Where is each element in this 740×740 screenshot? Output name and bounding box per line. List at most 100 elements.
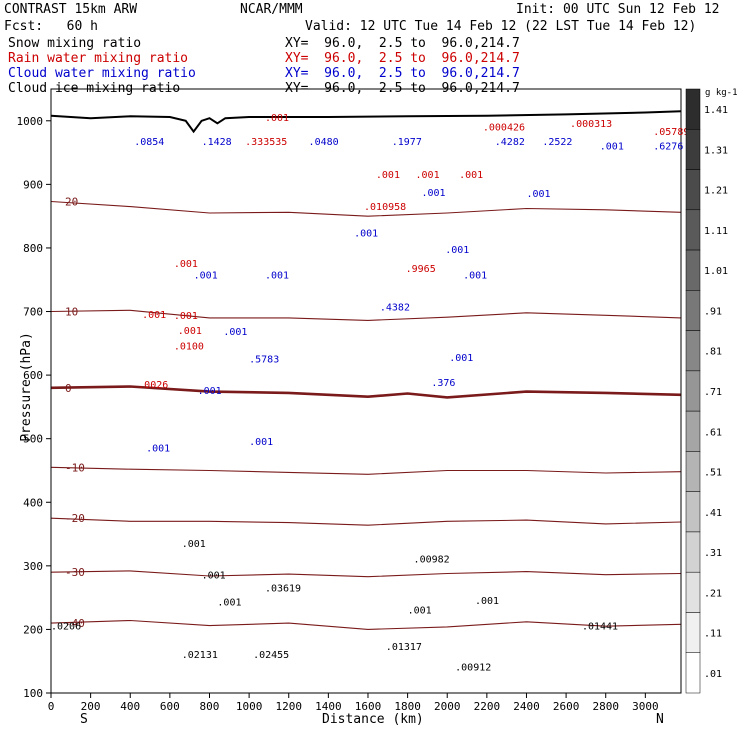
value-annotation-5: .0206 [51, 621, 81, 632]
org-label: NCAR/MMM [240, 2, 303, 17]
forecast-hour: Fcst: 60 h [4, 19, 98, 34]
x-tick-label-15: 3000 [632, 700, 659, 713]
isotherm-line-0 [51, 619, 681, 630]
y-tick-label-7: 800 [23, 242, 43, 255]
x-tick-label-14: 2800 [592, 700, 619, 713]
value-annotation-22: .001 [265, 270, 289, 281]
value-annotation-28: .001 [421, 188, 445, 199]
legend-label-rain: Rain water mixing ratio [8, 51, 189, 66]
colorbar-label-9: .51 [704, 468, 722, 479]
colorbar-label-3: 1.11 [704, 226, 728, 237]
x-tick-label-13: 2600 [553, 700, 580, 713]
colorbar-label-11: .31 [704, 548, 722, 559]
colorbar-label-5: .91 [704, 306, 722, 317]
value-annotation-24: .001 [354, 229, 378, 240]
legend-label-cloudice: Cloud ice mixing ratio [8, 81, 181, 96]
isotherm-label-5: 10 [65, 306, 78, 319]
x-tick-label-5: 1000 [236, 700, 263, 713]
colorbar-swatch-14 [685, 652, 701, 694]
x-tick-label-8: 1600 [355, 700, 382, 713]
value-annotation-layer: .02131 .02455 .01317 .00912 .01441 .0206 .001.… [51, 113, 689, 674]
value-annotation-0: .02131 [182, 650, 218, 661]
colorbar-label-14: .01 [704, 669, 722, 680]
valid-time: Valid: 12 UTC Tue 14 Feb 12 (22 LST Tue … [305, 19, 697, 34]
isotherm-label-1: -30 [65, 566, 85, 579]
x-end-label-right: N [656, 712, 664, 727]
value-annotation-41: .001 [174, 259, 198, 270]
value-annotation-26: .001 [526, 189, 550, 200]
colorbar-swatch-10 [685, 491, 701, 533]
value-annotation-44: .001 [376, 170, 400, 181]
y-tick-label-4: 500 [23, 433, 43, 446]
colorbar-label-2: 1.21 [704, 186, 728, 197]
y-tick-label-1: 200 [23, 623, 43, 636]
isotherm-line-3 [51, 466, 681, 475]
value-annotation-14: .001 [249, 437, 273, 448]
x-tick-label-7: 1400 [315, 700, 342, 713]
axes-layer: 0 200 400 600 800 1000 1200 1400 1600 1800 2000 220… [17, 115, 659, 713]
x-tick-label-0: 0 [48, 700, 55, 713]
value-annotation-46: .001 [459, 170, 483, 181]
value-annotation-45: .001 [416, 170, 440, 181]
colorbar-swatch-3 [685, 209, 701, 251]
y-tick-label-2: 300 [23, 560, 43, 573]
x-tick-label-11: 2200 [474, 700, 501, 713]
value-annotation-16: .5783 [249, 354, 279, 365]
value-annotation-12: .00982 [414, 555, 450, 566]
value-annotation-21: .001 [194, 270, 218, 281]
colorbar-label-1: 1.31 [704, 145, 728, 156]
value-annotation-10: .001 [408, 606, 432, 617]
temperature-contour-layer: -40 -30 -20 -10 0 10 20 [51, 196, 681, 630]
value-annotation-13: .001 [146, 443, 170, 454]
isotherm-line-4 [51, 385, 681, 399]
plot-frame [50, 88, 682, 694]
x-end-label-left: S [80, 712, 88, 727]
value-annotation-17: .376 [431, 378, 455, 389]
value-annotation-39: .001 [142, 310, 166, 321]
colorbar-swatch-0 [685, 88, 701, 130]
value-annotation-49: .000426 [483, 122, 525, 133]
legend-label-snow: Snow mixing ratio [8, 36, 142, 51]
value-annotation-38: .001 [178, 326, 202, 337]
colorbar-label-13: .11 [704, 629, 722, 640]
value-annotation-27: .001 [600, 141, 624, 152]
colorbar-swatch-4 [685, 249, 701, 291]
colorbar-swatch-8 [685, 410, 701, 452]
colorbar-swatch-7 [685, 370, 701, 412]
plot-border [50, 88, 682, 694]
value-annotation-29: .0854 [134, 137, 164, 148]
colorbar-label-12: .21 [704, 588, 722, 599]
colorbar-label-0: 1.41 [704, 105, 728, 116]
colorbar-label-8: .61 [704, 427, 722, 438]
colorbar-label-10: .41 [704, 508, 722, 519]
isotherm-line-1 [51, 570, 681, 578]
value-annotation-34: .2522 [542, 137, 572, 148]
value-annotation-6: .001 [217, 597, 241, 608]
x-axis-title: Distance (km) [322, 712, 424, 727]
value-annotation-15: .001 [198, 386, 222, 397]
colorbar-swatch-1 [685, 129, 701, 170]
x-tick-label-10: 2000 [434, 700, 461, 713]
value-annotation-30: .1428 [202, 137, 232, 148]
colorbar-swatch-6 [685, 330, 701, 372]
value-annotation-48: .001 [265, 113, 289, 124]
isotherm-line-2 [51, 517, 681, 526]
value-annotation-7: .001 [202, 571, 226, 582]
value-annotation-2: .01317 [386, 642, 422, 653]
isotherm-label-3: -10 [65, 461, 85, 474]
value-annotation-4: .01441 [582, 621, 618, 632]
value-annotation-43: .010958 [364, 202, 406, 213]
y-tick-label-6: 700 [23, 306, 43, 319]
value-annotation-9: .03619 [265, 583, 301, 594]
value-annotation-42: .9965 [406, 264, 436, 275]
value-annotation-32: .1977 [392, 137, 422, 148]
isotherm-label-2: -20 [65, 512, 85, 525]
value-annotation-36: .0026 [138, 380, 168, 391]
colorbar-label-7: .71 [704, 387, 722, 398]
value-annotation-3: .00912 [455, 663, 491, 674]
x-tick-label-3: 600 [160, 700, 180, 713]
y-tick-label-3: 400 [23, 496, 43, 509]
value-annotation-31: .0480 [309, 137, 339, 148]
isotherm-label-6: 20 [65, 196, 78, 209]
y-tick-label-9: 1000 [17, 115, 44, 128]
